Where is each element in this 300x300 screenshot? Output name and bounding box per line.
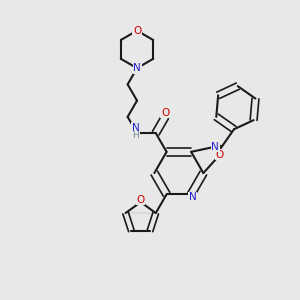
Text: N: N [132, 123, 140, 133]
Text: H: H [132, 131, 139, 140]
Text: O: O [161, 107, 169, 118]
Text: N: N [133, 63, 141, 73]
Text: N: N [189, 192, 196, 202]
Text: O: O [216, 150, 224, 160]
Text: N: N [133, 63, 141, 73]
Text: O: O [133, 26, 141, 36]
Text: O: O [136, 195, 145, 205]
Text: N: N [211, 142, 219, 152]
